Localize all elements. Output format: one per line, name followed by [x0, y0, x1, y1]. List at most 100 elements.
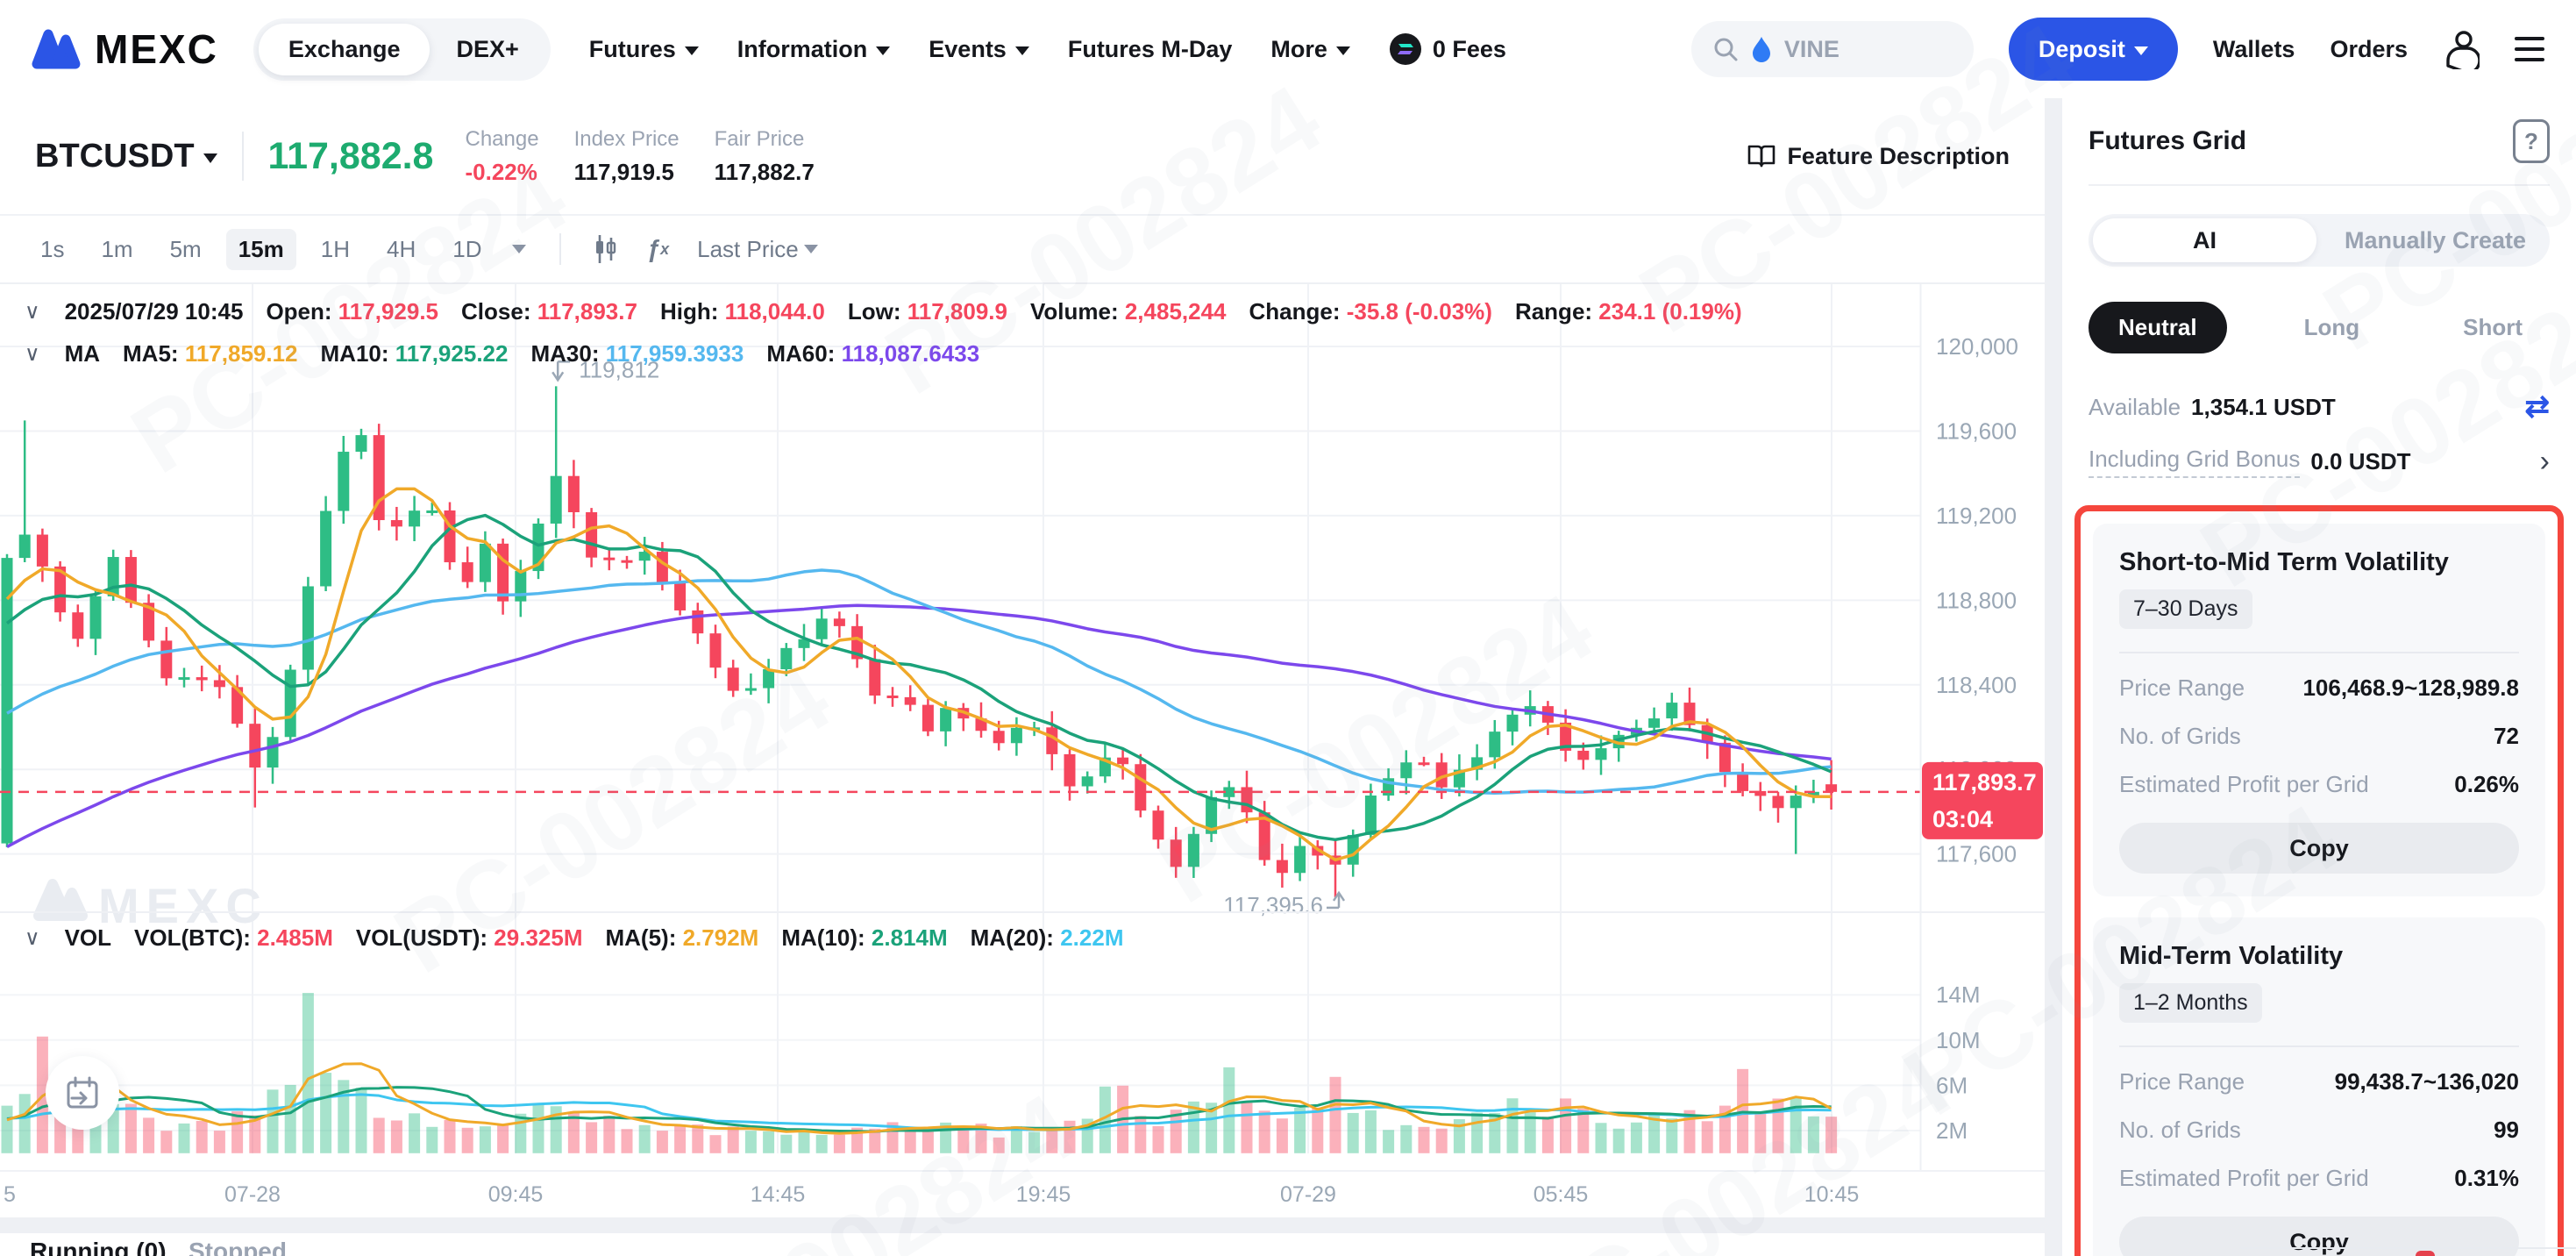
card-title: Short-to-Mid Term Volatility: [2119, 548, 2449, 576]
chevron-down-icon: [803, 245, 818, 253]
tab-ai-active[interactable]: AI: [2093, 218, 2316, 262]
search-input[interactable]: [1783, 35, 1916, 63]
collapse-chevron-icon[interactable]: ∨: [25, 342, 40, 366]
svg-text:03:04: 03:04: [1932, 806, 1993, 832]
top-navbar: MEXC Exchange DEX+ Futures Information E…: [0, 0, 2576, 98]
svg-text:119,812: 119,812: [579, 356, 659, 382]
volume-legend-row: ∨ VOL VOL(BTC): 2.485M VOL(USDT): 29.325…: [25, 924, 1124, 951]
divider: [241, 132, 244, 181]
chart-canvas[interactable]: MEXC 119,812 117,395.6 120,000 119,600 119,20…: [0, 284, 2045, 1170]
column-gap: [2045, 98, 2062, 1256]
symbol-selector[interactable]: BTCUSDT: [35, 138, 217, 175]
deposit-button[interactable]: Deposit: [2008, 18, 2178, 81]
timeframe-1h[interactable]: 1H: [320, 235, 351, 262]
book-icon: [1748, 145, 1775, 168]
time-axis-label: 09:45: [487, 1182, 544, 1207]
feature-description-link[interactable]: Feature Description: [1747, 143, 2010, 170]
ohlc-info-row: ∨ 2025/07/29 10:45 Open: 117,929.5 Close…: [25, 298, 1742, 325]
nav-item-orders[interactable]: Orders: [2330, 35, 2408, 62]
change-value: -0.22%: [465, 158, 537, 185]
svg-text:6M: 6M: [1936, 1072, 1968, 1098]
orders-tabs-cutoff: Running (0) Stopped: [0, 1233, 2045, 1256]
mexc-logo[interactable]: MEXC: [32, 25, 218, 73]
mexc-logo-icon: [32, 29, 81, 69]
direction-selector: Neutral Long Short: [2089, 302, 2550, 353]
exchange-dex-switch: Exchange DEX+: [253, 18, 551, 81]
chart-style-icon[interactable]: [593, 234, 619, 264]
tab-manually-create[interactable]: Manually Create: [2344, 226, 2527, 253]
menu-hamburger-icon[interactable]: [2515, 37, 2544, 61]
svg-text:10M: 10M: [1936, 1027, 1981, 1053]
svg-text:2M: 2M: [1936, 1117, 1968, 1144]
divider: [0, 1217, 2045, 1233]
timeframe-4h[interactable]: 4H: [387, 235, 416, 262]
timeframe-1d[interactable]: 1D: [452, 235, 482, 262]
time-axis-label: 5: [4, 1182, 16, 1207]
time-axis-label: 07-28: [224, 1182, 281, 1207]
svg-text:119,600: 119,600: [1936, 417, 2017, 444]
nav-item-events[interactable]: Events: [929, 36, 1029, 63]
panel-header: Futures Grid ?: [2089, 98, 2550, 186]
tab-stopped[interactable]: Stopped: [189, 1238, 287, 1256]
collapse-chevron-icon[interactable]: ∨: [25, 926, 40, 950]
divider: [559, 233, 561, 265]
divider: [2239, 1247, 2576, 1249]
copy-button[interactable]: Copy: [2119, 1217, 2519, 1256]
timeframe-more-dropdown[interactable]: [511, 245, 526, 253]
price-source-dropdown[interactable]: Last Price: [697, 236, 818, 263]
futures-grid-panel: Futures Grid ? AI Manually Create Neutra…: [2062, 98, 2576, 1256]
timeframe-15m-active[interactable]: 15m: [225, 228, 296, 270]
index-price-column: Index Price 117,919.5: [573, 126, 680, 185]
time-axis-label: 14:45: [750, 1182, 806, 1207]
nav-item-futures-mday[interactable]: Futures M-Day: [1067, 35, 1233, 62]
tab-running[interactable]: Running (0): [30, 1238, 167, 1256]
zero-fees-badge[interactable]: 0 Fees: [1389, 32, 1506, 66]
fair-price-value: 117,882.7: [714, 158, 815, 185]
calendar-arrow-icon: [67, 1076, 98, 1109]
mode-long[interactable]: Long: [2303, 314, 2360, 340]
grid-bonus-row: Including Grid Bonus 0.0 USDT ›: [2089, 445, 2550, 478]
mode-short[interactable]: Short: [2463, 314, 2523, 340]
svg-text:120,000: 120,000: [1936, 333, 2018, 360]
nav-item-information[interactable]: Information: [737, 36, 891, 63]
profit-row: Estimated Profit per Grid 0.31%: [2119, 1165, 2519, 1191]
strategy-card-mid-term: Mid-Term Volatility 1–2 Months Price Ran…: [2093, 917, 2545, 1256]
card-title: Mid-Term Volatility: [2119, 942, 2344, 970]
svg-text:118,400: 118,400: [1936, 672, 2017, 698]
chevron-right-icon[interactable]: ›: [2539, 445, 2550, 478]
nav-item-futures[interactable]: Futures: [589, 36, 699, 63]
divider: [2119, 652, 2519, 653]
svg-text:MEXC: MEXC: [98, 878, 268, 933]
chevron-down-icon: [1014, 46, 1029, 55]
candlestick-chart[interactable]: MEXC 119,812 117,395.6 120,000 119,600 119,20…: [0, 284, 2045, 1170]
panel-title: Futures Grid: [2089, 126, 2247, 155]
ai-manual-tabs: AI Manually Create: [2089, 214, 2550, 267]
coin-icon: [1389, 33, 1421, 65]
collapse-chevron-icon[interactable]: ∨: [25, 300, 40, 324]
nav-links: Futures Information Events Futures M-Day…: [589, 32, 1506, 66]
search-box[interactable]: [1690, 21, 1974, 77]
nav-item-more[interactable]: More: [1270, 36, 1350, 63]
divider: [2119, 1045, 2519, 1047]
time-axis[interactable]: 5 07-28 09:45 14:45 19:45 07-29 05:45 10:45: [0, 1170, 2045, 1217]
last-price: 117,882.8: [267, 134, 434, 177]
period-badge: 7–30 Days: [2119, 589, 2252, 629]
svg-text:118,800: 118,800: [1936, 587, 2017, 613]
timeframe-1m[interactable]: 1m: [101, 235, 133, 262]
tab-exchange[interactable]: Exchange: [258, 23, 431, 75]
timeframe-5m[interactable]: 5m: [169, 235, 202, 262]
available-value: 1,354.1 USDT: [2191, 393, 2336, 420]
nav-item-wallets[interactable]: Wallets: [2212, 35, 2295, 62]
jump-to-date-button[interactable]: [46, 1056, 119, 1130]
transfer-icon[interactable]: ⇄: [2524, 390, 2551, 424]
price-range-row: Price Range 99,438.7~136,020: [2119, 1068, 2519, 1095]
time-axis-label: 19:45: [1015, 1182, 1071, 1207]
timeframe-1s[interactable]: 1s: [40, 235, 65, 262]
help-icon[interactable]: ?: [2513, 119, 2550, 163]
tab-dex[interactable]: DEX+: [456, 35, 519, 62]
mode-neutral-active[interactable]: Neutral: [2089, 302, 2227, 353]
user-profile-icon[interactable]: [2443, 29, 2480, 69]
copy-button[interactable]: Copy: [2119, 823, 2519, 874]
